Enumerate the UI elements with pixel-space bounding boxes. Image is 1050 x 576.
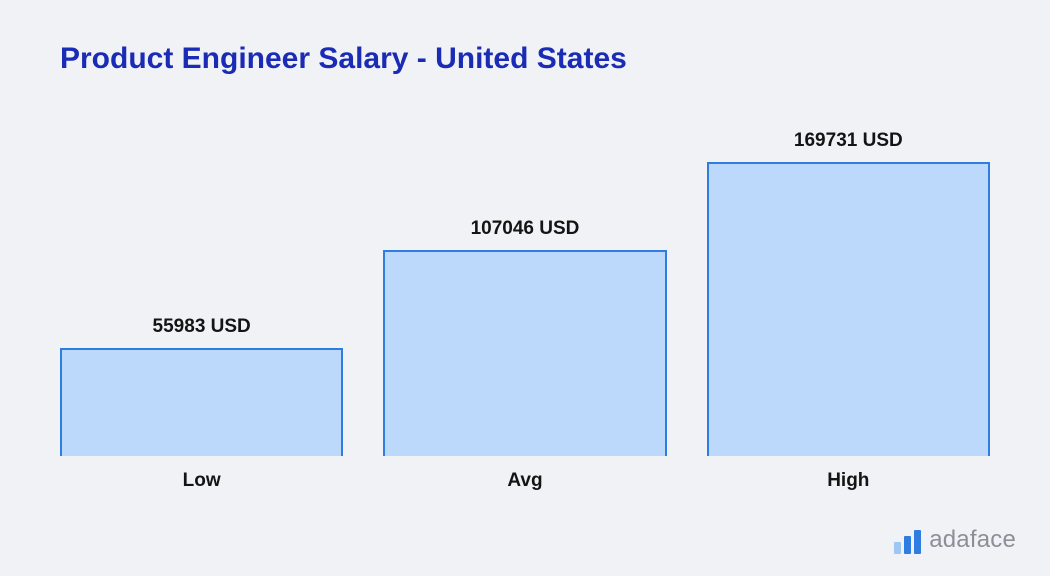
brand-bars-icon [894,530,921,554]
bar-high [707,162,990,456]
bar-value-avg: 107046 USD [471,218,580,240]
bar-group-low: 55983 USD [60,130,343,456]
chart-card: Product Engineer Salary - United States … [0,0,1050,576]
bar-avg [383,250,666,456]
bar-value-low: 55983 USD [153,316,251,338]
brand-icon-bar-3 [914,530,921,554]
brand-name: adaface [929,526,1016,554]
bar-label-avg: Avg [383,470,666,492]
brand-logo: adaface [894,526,1016,554]
bar-chart: 55983 USD 107046 USD 169731 USD [60,130,990,456]
brand-icon-bar-1 [894,542,901,554]
bar-label-high: High [707,470,990,492]
bar-low [60,348,343,456]
bar-value-high: 169731 USD [794,130,903,152]
brand-icon-bar-2 [904,536,911,554]
bar-group-high: 169731 USD [707,130,990,456]
bar-group-avg: 107046 USD [383,130,666,456]
bar-label-low: Low [60,470,343,492]
chart-title: Product Engineer Salary - United States [60,42,627,76]
x-axis-labels: Low Avg High [60,470,990,492]
